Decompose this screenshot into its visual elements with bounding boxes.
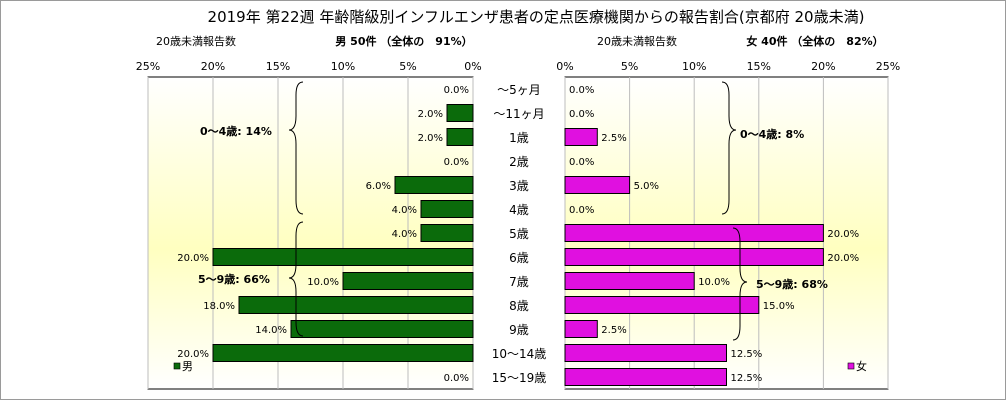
male-bar-label: 2.0% (418, 133, 443, 144)
category-label: 〜11ヶ月 (493, 107, 544, 121)
female-subtitle-left: 20歳未満報告数 (597, 35, 677, 48)
category-label: 10〜14歳 (492, 347, 547, 361)
female-bar-label: 0.0% (569, 85, 594, 96)
male-data-labels: 0.0% 2.0% 2.0% 0.0% 6.0% 4.0% 4.0% 20.0% 10.0% 18… (177, 85, 469, 384)
female-axis-ticks: 0% 5% 10% 15% 20% 25% (556, 60, 900, 73)
male-x-tick-label: 15% (266, 60, 290, 73)
male-group-label-5-9: 5〜9歳: 66% (198, 272, 270, 286)
female-legend-label: 女 (856, 359, 867, 373)
male-bar (446, 104, 474, 122)
female-bar (564, 272, 695, 290)
male-legend-swatch (173, 362, 181, 370)
male-bar (394, 176, 474, 194)
female-bar (564, 248, 824, 266)
category-label: 3歳 (509, 179, 529, 193)
female-bar-label: 2.5% (601, 325, 626, 336)
male-bracket-0-4 (288, 81, 304, 215)
male-bar-label: 0.0% (444, 157, 469, 168)
female-data-labels: 0.0% 0.0% 2.5% 0.0% 5.0% 0.0% 20.0% 20.0% 10.0% 1… (569, 85, 859, 384)
male-bar (342, 272, 474, 290)
male-bar-label: 20.0% (177, 253, 209, 264)
male-bar-label: 0.0% (444, 85, 469, 96)
chart-title: 2019年 第22週 年齢階級別インフルエンザ患者の定点医療機関からの報告割合(… (208, 8, 865, 26)
category-label: 15〜19歳 (492, 371, 547, 385)
female-legend-swatch (847, 362, 855, 370)
male-bar-label: 2.0% (418, 109, 443, 120)
female-bar (564, 176, 631, 194)
male-bar (420, 224, 474, 242)
female-bracket-5-9 (732, 227, 748, 341)
male-x-tick-label: 10% (331, 60, 355, 73)
female-x-tick-label: 0% (556, 60, 573, 73)
female-bracket-0-4 (721, 81, 737, 215)
female-x-tick-label: 5% (621, 60, 638, 73)
female-x-tick-label: 15% (747, 60, 771, 73)
female-bar-label: 15.0% (763, 301, 795, 312)
female-bar-label: 0.0% (569, 205, 594, 216)
female-brackets (721, 81, 748, 341)
female-group-label-5-9: 5〜9歳: 68% (756, 277, 828, 291)
category-label: 5歳 (509, 227, 529, 241)
female-subtitle-right: 女 40件 （全体の 82%） (746, 34, 883, 48)
female-x-tick-label: 10% (682, 60, 706, 73)
female-x-tick-label: 20% (811, 60, 835, 73)
male-bar (290, 320, 474, 338)
male-x-tick-label: 20% (201, 60, 225, 73)
male-bracket-5-9 (288, 221, 304, 337)
category-label: 〜5ヶ月 (497, 83, 541, 97)
female-bars (564, 128, 824, 386)
male-x-tick-label: 25% (136, 60, 160, 73)
male-bars (212, 104, 474, 362)
category-label: 2歳 (509, 155, 529, 169)
male-bar (212, 248, 474, 266)
male-bar-label: 14.0% (255, 325, 287, 336)
male-bar-label: 18.0% (203, 301, 235, 312)
category-labels: 〜5ヶ月〜11ヶ月 1歳 2歳 3歳 4歳 5歳 6歳 7歳 8歳 9歳 10〜14歳 15〜19歳 (492, 83, 547, 385)
category-label: 4歳 (509, 203, 529, 217)
male-bar (420, 200, 474, 218)
female-bar-label: 2.5% (601, 133, 626, 144)
male-axis-ticks: 25% 20% 15% 10% 5% 0% (136, 60, 482, 73)
female-bar-label: 12.5% (731, 373, 763, 384)
female-bar-label: 20.0% (827, 229, 859, 240)
female-bar-label: 5.0% (634, 181, 659, 192)
female-bar (564, 128, 598, 146)
female-bar (564, 344, 727, 362)
category-label: 6歳 (509, 251, 529, 265)
male-bar-label: 4.0% (392, 229, 417, 240)
male-subtitle-left: 20歳未満報告数 (156, 35, 236, 48)
male-bar-label: 20.0% (177, 349, 209, 360)
male-brackets (288, 81, 304, 337)
category-label: 7歳 (509, 275, 529, 289)
category-label: 8歳 (509, 299, 529, 313)
male-x-tick-label: 5% (399, 60, 416, 73)
male-legend-label: 男 (182, 360, 193, 373)
female-bar-label: 12.5% (731, 349, 763, 360)
male-bar (446, 128, 474, 146)
female-bar-label: 0.0% (569, 109, 594, 120)
category-label: 1歳 (509, 131, 529, 145)
male-group-label-0-4: 0〜4歳: 14% (200, 124, 272, 138)
male-subtitle-right: 男 50件 （全体の 91%） (335, 34, 472, 48)
female-bar-label: 20.0% (827, 253, 859, 264)
female-bar (564, 296, 760, 314)
male-bar (212, 344, 474, 362)
male-x-tick-label: 0% (464, 60, 481, 73)
male-bar-label: 4.0% (392, 205, 417, 216)
female-bar (564, 368, 727, 386)
male-bar-label: 0.0% (444, 373, 469, 384)
female-x-tick-label: 25% (876, 60, 900, 73)
female-bar-label: 0.0% (569, 157, 594, 168)
female-bar (564, 320, 598, 338)
male-bar-label: 10.0% (307, 277, 339, 288)
female-bar (564, 224, 824, 242)
category-label: 9歳 (509, 323, 529, 337)
female-group-label-0-4: 0〜4歳: 8% (740, 127, 804, 141)
male-bar-label: 6.0% (366, 181, 391, 192)
female-bar-label: 10.0% (698, 277, 730, 288)
male-bar (238, 296, 474, 314)
